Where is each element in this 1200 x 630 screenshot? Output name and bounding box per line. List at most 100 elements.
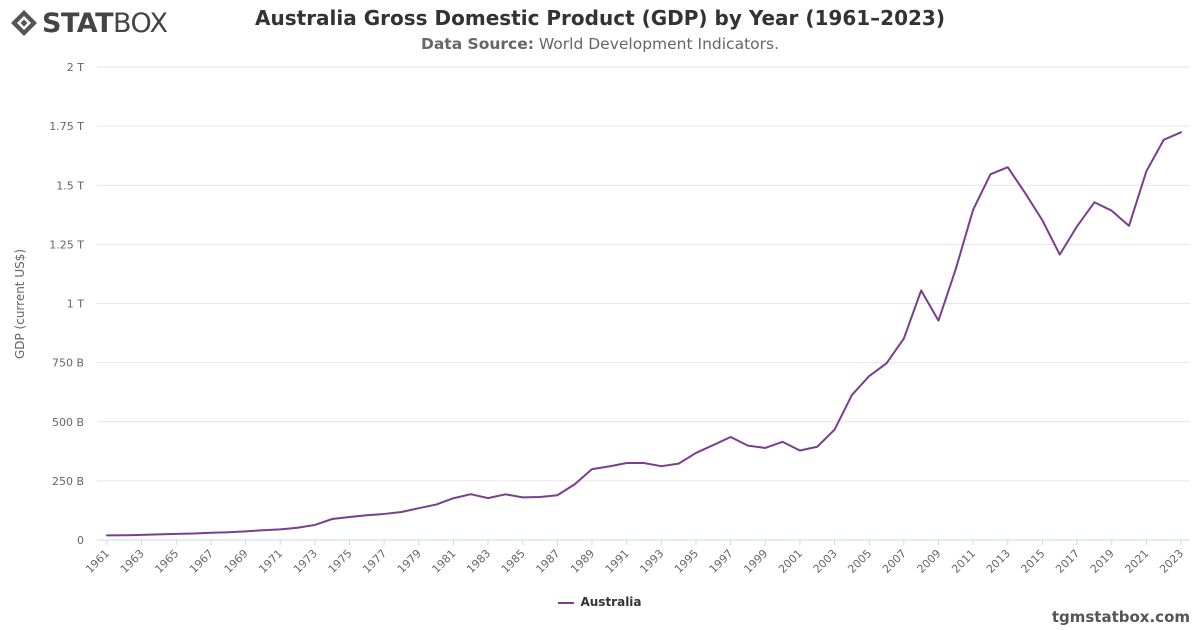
data-point[interactable] xyxy=(191,531,197,537)
data-point[interactable] xyxy=(156,531,162,537)
data-point[interactable] xyxy=(832,427,838,433)
data-point[interactable] xyxy=(901,336,907,342)
data-point[interactable] xyxy=(606,463,612,469)
data-point[interactable] xyxy=(433,502,439,508)
data-point[interactable] xyxy=(710,442,716,448)
x-tick-label: 1975 xyxy=(326,547,355,576)
x-tick-label: 2005 xyxy=(845,547,874,576)
data-point[interactable] xyxy=(260,527,266,533)
x-tick-label: 1971 xyxy=(256,547,285,576)
x-axis-ticks: 1961 1963 1965 1967 1969 1971 1973 1975 1977 1979… xyxy=(83,540,1186,576)
data-point[interactable] xyxy=(658,463,664,469)
chart-gridlines xyxy=(97,66,1190,541)
series-line-australia[interactable] xyxy=(106,131,1182,537)
data-point[interactable] xyxy=(1022,190,1028,196)
data-point[interactable] xyxy=(797,448,803,454)
data-point[interactable] xyxy=(104,532,110,538)
data-point[interactable] xyxy=(780,439,786,445)
data-point[interactable] xyxy=(762,445,768,451)
x-tick-label: 1965 xyxy=(152,547,181,576)
y-tick-label: 500 B xyxy=(52,416,84,429)
data-point[interactable] xyxy=(416,505,422,511)
data-point[interactable] xyxy=(676,461,682,467)
data-point[interactable] xyxy=(849,392,855,398)
data-point[interactable] xyxy=(208,530,214,536)
data-point[interactable] xyxy=(1039,217,1045,223)
data-point[interactable] xyxy=(1091,199,1097,205)
data-point[interactable] xyxy=(450,495,456,501)
x-tick-label: 1999 xyxy=(741,547,770,576)
x-tick-label: 1989 xyxy=(568,547,597,576)
data-point[interactable] xyxy=(1178,129,1184,135)
data-point[interactable] xyxy=(398,509,404,515)
x-tick-label: 1997 xyxy=(707,547,736,576)
x-tick-label: 2021 xyxy=(1122,547,1151,576)
x-tick-label: 1967 xyxy=(187,547,216,576)
x-tick-label: 2011 xyxy=(949,547,978,576)
data-point[interactable] xyxy=(468,491,474,497)
data-point[interactable] xyxy=(1161,137,1167,143)
data-point[interactable] xyxy=(987,171,993,177)
data-point[interactable] xyxy=(243,528,249,534)
data-point[interactable] xyxy=(866,373,872,379)
x-tick-label: 2017 xyxy=(1053,547,1082,576)
data-point[interactable] xyxy=(814,444,820,450)
data-point[interactable] xyxy=(554,492,560,498)
logo-wordmark: STATBOX xyxy=(42,8,168,39)
data-point[interactable] xyxy=(572,481,578,487)
data-point[interactable] xyxy=(225,529,231,535)
data-point[interactable] xyxy=(1109,208,1115,214)
statbox-logo: STATBOX xyxy=(10,6,168,40)
data-point[interactable] xyxy=(502,491,508,497)
data-point[interactable] xyxy=(1143,168,1149,174)
x-tick-label: 1973 xyxy=(291,547,320,576)
data-point[interactable] xyxy=(1057,252,1063,258)
x-tick-label: 1979 xyxy=(395,547,424,576)
x-tick-label: 1969 xyxy=(222,547,251,576)
data-point[interactable] xyxy=(537,494,543,500)
data-point[interactable] xyxy=(381,511,387,517)
x-tick-label: 2007 xyxy=(880,547,909,576)
data-point[interactable] xyxy=(139,532,145,538)
site-credit: tgmstatbox.com xyxy=(1051,608,1190,626)
x-tick-label: 2013 xyxy=(984,547,1013,576)
data-point[interactable] xyxy=(520,494,526,500)
legend[interactable]: Australia xyxy=(0,595,1200,609)
x-tick-label: 2003 xyxy=(811,547,840,576)
data-point[interactable] xyxy=(953,266,959,272)
data-point[interactable] xyxy=(693,450,699,456)
x-tick-label: 2001 xyxy=(776,547,805,576)
data-point[interactable] xyxy=(884,360,890,366)
data-point[interactable] xyxy=(970,207,976,213)
y-axis-ticks: 0 250 B 500 B 750 B 1 T 1.25 T 1.5 T 1.75 T 2 T xyxy=(49,61,84,547)
data-point[interactable] xyxy=(1005,164,1011,170)
data-point[interactable] xyxy=(1074,223,1080,229)
legend-label-australia: Australia xyxy=(580,595,642,609)
data-point[interactable] xyxy=(277,526,283,532)
logo-text-light: BOX xyxy=(112,7,168,39)
data-point[interactable] xyxy=(121,532,127,538)
data-point[interactable] xyxy=(347,514,353,520)
y-tick-label: 250 B xyxy=(52,475,84,488)
data-point[interactable] xyxy=(312,522,318,528)
data-point[interactable] xyxy=(918,287,924,293)
y-tick-label: 1 T xyxy=(67,298,84,311)
chart-title: Australia Gross Domestic Product (GDP) b… xyxy=(255,6,945,30)
data-point[interactable] xyxy=(745,443,751,449)
data-point[interactable] xyxy=(173,531,179,537)
data-point[interactable] xyxy=(295,525,301,531)
data-point[interactable] xyxy=(728,434,734,440)
data-point[interactable] xyxy=(364,512,370,518)
data-point[interactable] xyxy=(641,460,647,466)
data-point[interactable] xyxy=(935,318,941,324)
x-tick-label: 1985 xyxy=(499,547,528,576)
x-tick-label: 1993 xyxy=(637,547,666,576)
series-layer xyxy=(104,129,1184,538)
data-point[interactable] xyxy=(589,466,595,472)
data-point[interactable] xyxy=(485,495,491,501)
data-point[interactable] xyxy=(1126,223,1132,229)
data-point[interactable] xyxy=(329,516,335,522)
y-tick-label: 1.25 T xyxy=(49,238,84,251)
data-point[interactable] xyxy=(624,460,630,466)
